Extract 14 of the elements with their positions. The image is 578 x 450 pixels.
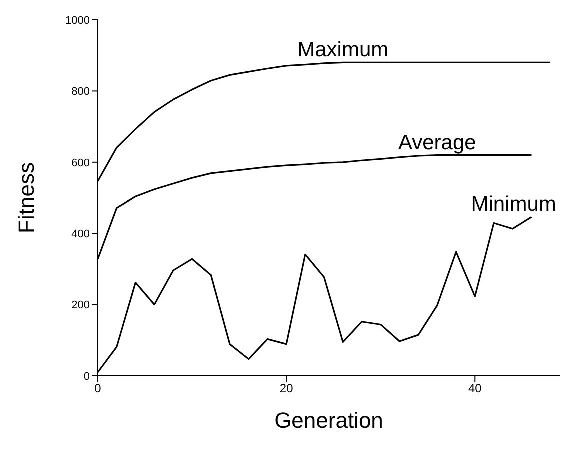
y-tick-label: 400: [72, 228, 90, 241]
y-axis-title: Fitness: [14, 162, 39, 234]
x-tick-label: 40: [468, 382, 482, 396]
x-tick-label: 0: [94, 382, 102, 396]
x-axis-title: Generation: [274, 408, 384, 433]
series-label: Minimum: [471, 193, 556, 216]
y-tick-label: 1000: [66, 14, 90, 27]
series-label: Maximum: [298, 38, 389, 62]
series-label: Average: [398, 131, 476, 154]
y-tick-label: 600: [72, 157, 90, 170]
y-tick-label: 800: [72, 86, 90, 98]
x-tick-label: 20: [280, 382, 294, 396]
y-tick-label: 0: [84, 370, 90, 383]
y-tick-label: 200: [72, 300, 90, 312]
